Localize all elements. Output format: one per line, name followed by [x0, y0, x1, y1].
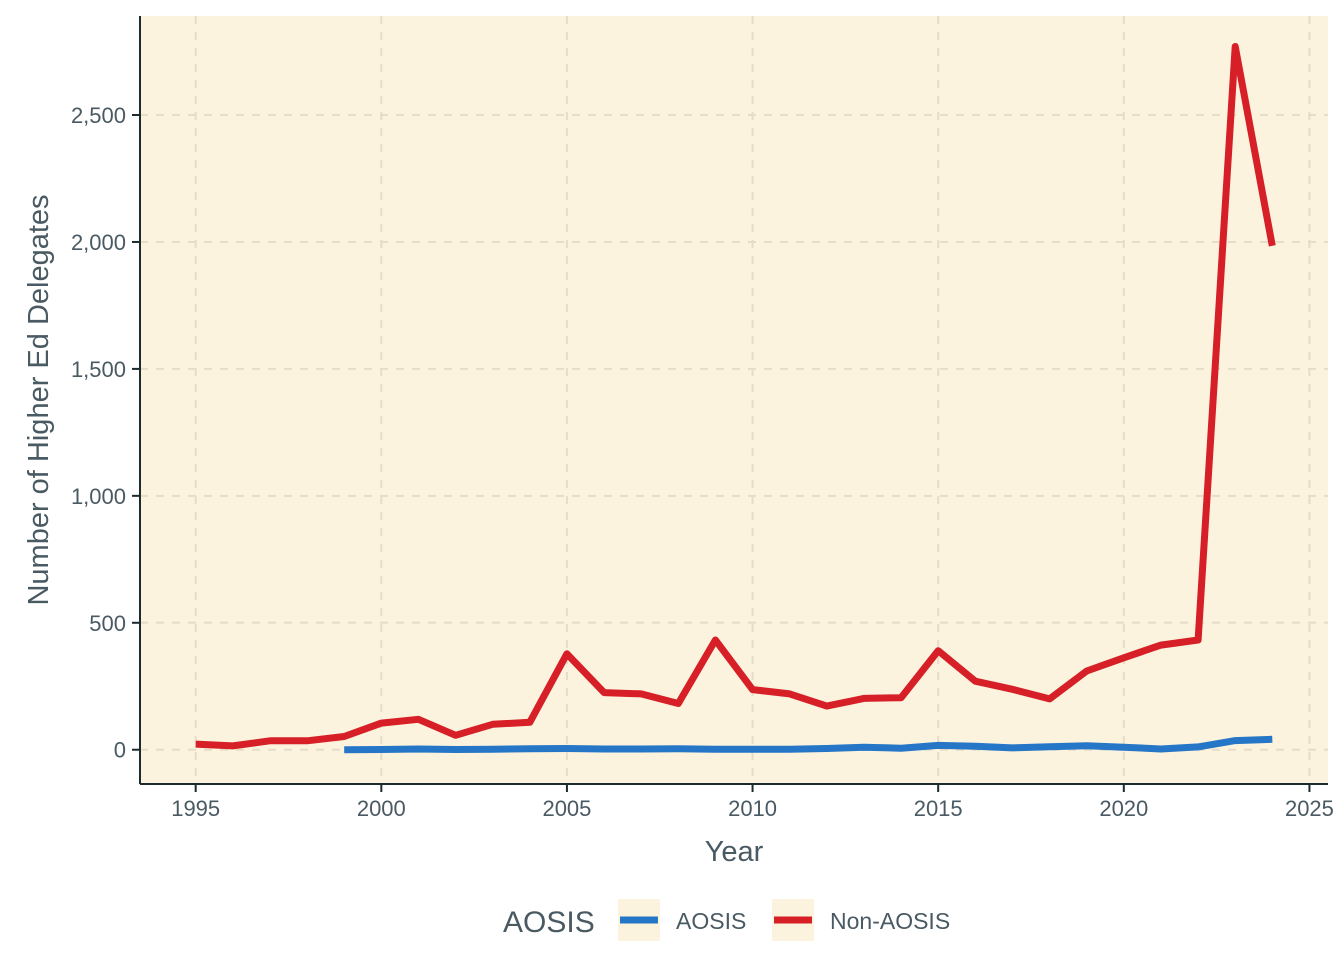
y-tick-label: 1,500	[71, 357, 126, 382]
y-tick-label: 2,500	[71, 103, 126, 128]
legend-title: AOSIS	[503, 906, 595, 939]
x-tick-label: 2020	[1099, 796, 1148, 821]
x-axis-title: Year	[705, 836, 764, 868]
y-axis-title: Number of Higher Ed Delegates	[23, 194, 55, 605]
y-axis-ticks: 0 500 1,000 1,500 2,000 2,500	[71, 103, 140, 763]
x-tick-label: 2025	[1285, 796, 1334, 821]
x-tick-label: 2015	[914, 796, 963, 821]
y-tick-label: 1,000	[71, 484, 126, 509]
legend-label: Non-AOSIS	[830, 908, 950, 934]
y-tick-label: 2,000	[71, 230, 126, 255]
x-tick-label: 1995	[171, 796, 220, 821]
legend-label: AOSIS	[676, 908, 746, 934]
x-tick-label: 2010	[728, 796, 777, 821]
x-tick-label: 2005	[542, 796, 591, 821]
series-line-aosis	[344, 735, 1273, 754]
y-tick-label: 0	[114, 738, 126, 763]
series-line-non-aosis	[195, 43, 1276, 750]
y-tick-label: 500	[89, 611, 126, 636]
legend: AOSIS AOSIS Non-AOSIS	[503, 899, 950, 941]
x-axis-ticks: 1995 2000 2005 2010 2015 2020 2025	[171, 784, 1334, 821]
x-tick-label: 2000	[357, 796, 406, 821]
series-lines	[195, 43, 1276, 754]
grid-lines	[140, 16, 1328, 784]
